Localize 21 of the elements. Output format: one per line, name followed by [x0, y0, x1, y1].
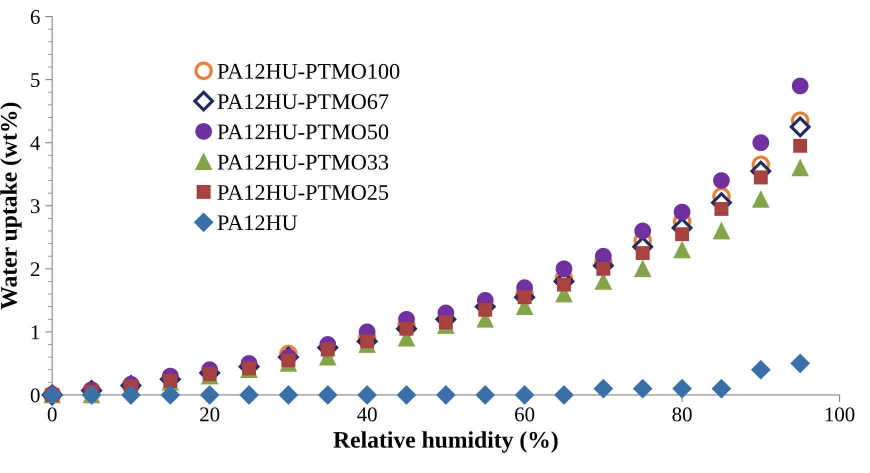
y-tick-label: 6	[30, 10, 40, 24]
x-tick-label: 80	[672, 407, 692, 422]
legend-label: PA12HU	[218, 215, 298, 230]
y-tick-label: 3	[30, 199, 40, 214]
legend-label: PA12HU-PTMO25	[218, 185, 388, 200]
x-tick-label: 40	[357, 407, 377, 422]
legend-label: PA12HU-PTMO33	[218, 154, 388, 170]
x-tick-label: 0	[48, 407, 57, 422]
y-tick-label: 1	[32, 325, 40, 340]
y-tick-label: 4	[30, 136, 40, 150]
y-tick-label: 0	[30, 388, 40, 402]
x-tick-label: 20	[200, 407, 220, 422]
legend-label: PA12HU-PTMO50	[218, 124, 388, 140]
x-axis-title: Relative humidity (%)	[333, 431, 558, 453]
x-tick-label: 60	[515, 407, 534, 422]
y-axis-title: Water uptake (wt%)	[0, 102, 22, 310]
legend-label: PA12HU-PTMO67	[218, 94, 388, 110]
y-tick-label: 2	[30, 262, 40, 276]
legend-label: PA12HU-PTMO100	[218, 64, 400, 79]
x-tick-label: 100	[826, 407, 854, 422]
y-tick-label: 5	[31, 73, 40, 88]
